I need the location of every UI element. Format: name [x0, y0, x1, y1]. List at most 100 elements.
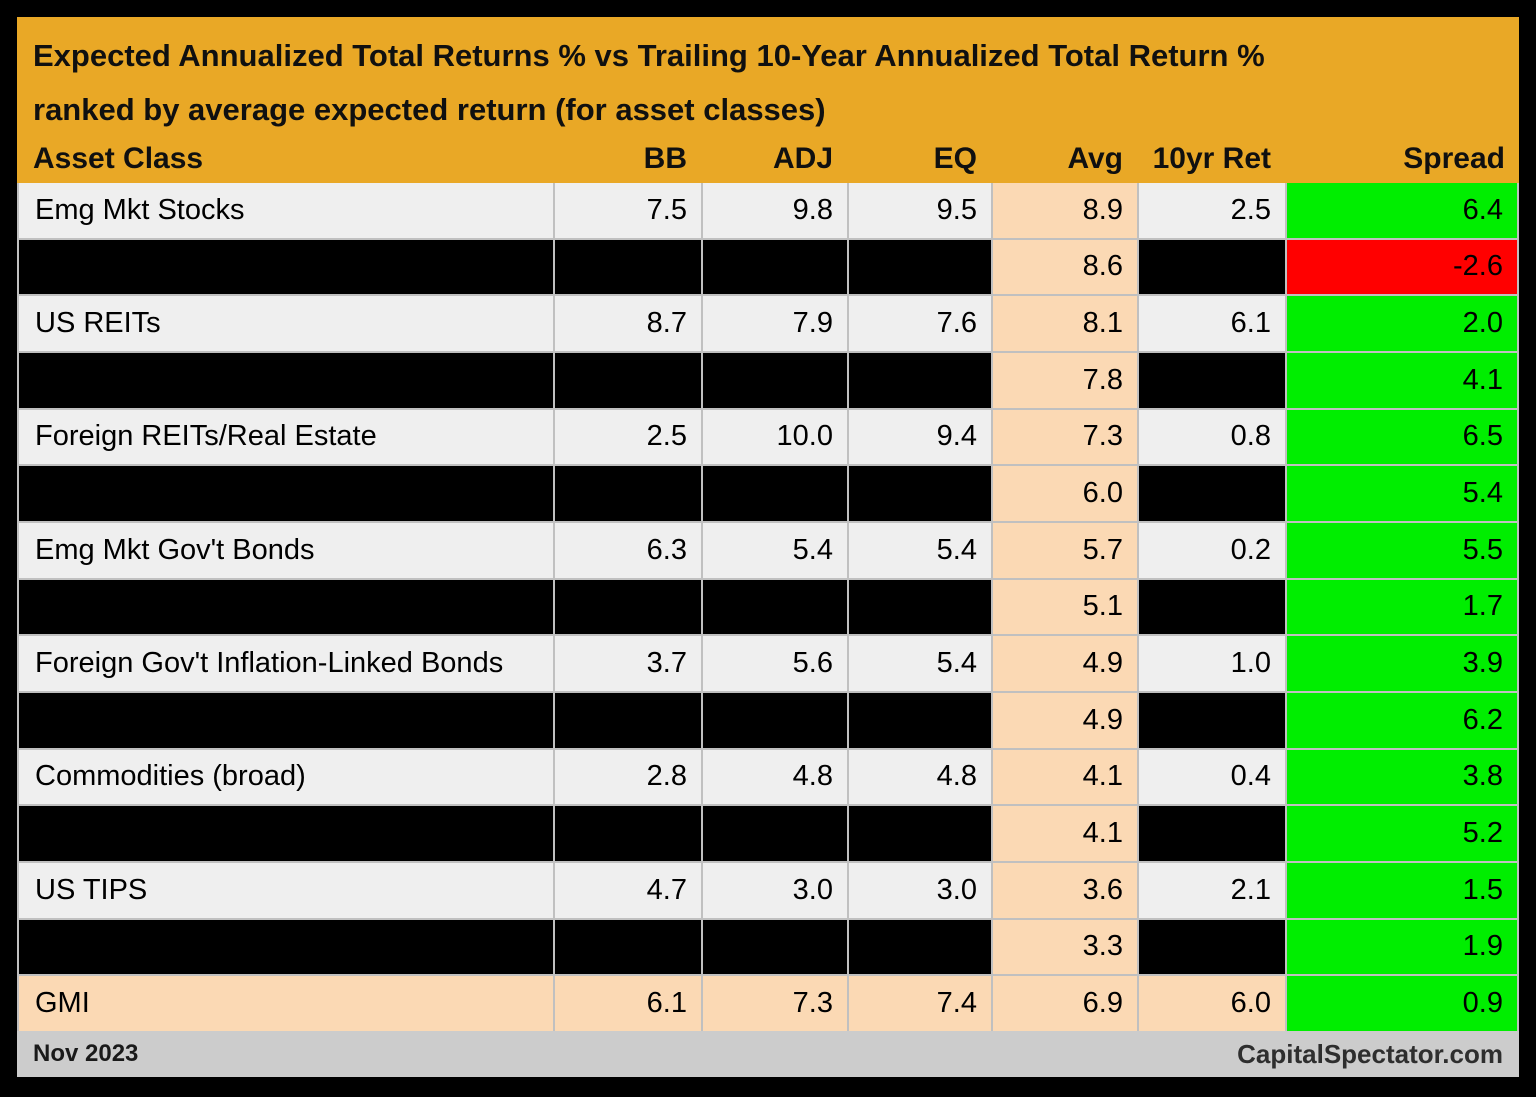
table-row: US REITs 8.7 7.9 7.6 8.1 6.1 2.0	[19, 296, 1517, 351]
table-row: Foreign REITs/Real Estate 2.5 10.0 9.4 7…	[19, 409, 1517, 465]
cell-bb	[555, 239, 701, 295]
cell-adj: 10.0	[703, 409, 847, 465]
cell-eq: 5.4	[849, 523, 991, 578]
cell-eq	[849, 919, 991, 975]
cell-bb	[555, 693, 701, 748]
chart-title: Expected Annualized Total Returns % vs T…	[33, 38, 1265, 73]
cell-eq: 7.6	[849, 296, 991, 351]
cell-adj: 4.8	[703, 749, 847, 805]
cell-bb: 6.3	[555, 523, 701, 578]
cell-eq	[849, 466, 991, 521]
cell-asset-class	[19, 239, 553, 295]
cell-asset-class	[19, 353, 553, 408]
cell-adj	[703, 353, 847, 408]
cell-bb	[555, 806, 701, 861]
cell-10yr-ret: 1.0	[1139, 636, 1285, 691]
table-row: 4.1 5.2	[19, 806, 1517, 861]
cell-spread: 3.8	[1287, 749, 1517, 805]
cell-avg: 3.6	[993, 863, 1137, 918]
cell-10yr-ret: 2.1	[1139, 863, 1285, 918]
cell-bb: 2.8	[555, 749, 701, 805]
table-row: Emg Mkt Gov't Bonds 6.3 5.4 5.4 5.7 0.2 …	[19, 523, 1517, 578]
cell-bb	[555, 466, 701, 521]
cell-eq: 4.8	[849, 749, 991, 805]
cell-adj	[703, 806, 847, 861]
cell-avg: 8.9	[993, 183, 1137, 238]
column-header-adj: ADJ	[772, 142, 833, 175]
table-row: 6.0 5.4	[19, 466, 1517, 521]
cell-adj	[703, 579, 847, 635]
cell-avg: 8.6	[993, 239, 1137, 295]
cell-bb: 8.7	[555, 296, 701, 351]
cell-spread: 1.5	[1287, 863, 1517, 918]
table-row: Emg Mkt Stocks 7.5 9.8 9.5 8.9 2.5 6.4	[19, 183, 1517, 238]
cell-eq: 9.5	[849, 183, 991, 238]
cell-avg: 7.8	[993, 353, 1137, 408]
cell-10yr-ret	[1139, 579, 1285, 635]
cell-adj: 7.9	[703, 296, 847, 351]
cell-bb: 2.5	[555, 409, 701, 465]
cell-spread: 1.9	[1287, 919, 1517, 975]
cell-adj	[703, 466, 847, 521]
cell-eq	[849, 693, 991, 748]
cell-10yr-ret	[1139, 239, 1285, 295]
cell-avg: 6.9	[993, 976, 1137, 1031]
cell-eq	[849, 579, 991, 635]
cell-10yr-ret: 2.5	[1139, 183, 1285, 238]
column-header-asset-class: Asset Class	[33, 142, 204, 175]
cell-avg: 4.1	[993, 749, 1137, 805]
column-header-bb: BB	[643, 142, 687, 175]
cell-10yr-ret	[1139, 693, 1285, 748]
cell-adj: 9.8	[703, 183, 847, 238]
cell-10yr-ret: 0.2	[1139, 523, 1285, 578]
cell-10yr-ret: 0.8	[1139, 409, 1285, 465]
table-header: Expected Annualized Total Returns % vs T…	[17, 17, 1519, 183]
table-content: Expected Annualized Total Returns % vs T…	[17, 17, 1519, 1077]
cell-10yr-ret	[1139, 353, 1285, 408]
table-row: GMI 6.1 7.3 7.4 6.9 6.0 0.9	[19, 976, 1517, 1031]
cell-eq: 5.4	[849, 636, 991, 691]
table-row: 5.1 1.7	[19, 579, 1517, 635]
cell-10yr-ret: 0.4	[1139, 749, 1285, 805]
cell-spread: 6.4	[1287, 183, 1517, 238]
cell-asset-class: GMI	[19, 976, 553, 1031]
cell-bb: 3.7	[555, 636, 701, 691]
cell-avg: 4.9	[993, 636, 1137, 691]
cell-asset-class	[19, 693, 553, 748]
cell-10yr-ret: 6.1	[1139, 296, 1285, 351]
table-row: Commodities (broad) 2.8 4.8 4.8 4.1 0.4 …	[19, 749, 1517, 805]
cell-spread: 3.9	[1287, 636, 1517, 691]
cell-avg: 3.3	[993, 919, 1137, 975]
cell-eq: 9.4	[849, 409, 991, 465]
cell-avg: 8.1	[993, 296, 1137, 351]
cell-bb	[555, 919, 701, 975]
cell-adj	[703, 919, 847, 975]
cell-10yr-ret: 6.0	[1139, 976, 1285, 1031]
cell-bb: 7.5	[555, 183, 701, 238]
cell-eq	[849, 239, 991, 295]
cell-adj: 5.6	[703, 636, 847, 691]
cell-spread: 1.7	[1287, 579, 1517, 635]
cell-10yr-ret	[1139, 466, 1285, 521]
cell-asset-class: Foreign Gov't Inflation-Linked Bonds	[19, 636, 553, 691]
cell-spread: 0.9	[1287, 976, 1517, 1031]
cell-asset-class: Commodities (broad)	[19, 749, 553, 805]
cell-asset-class	[19, 806, 553, 861]
cell-avg: 5.1	[993, 579, 1137, 635]
cell-spread: 4.1	[1287, 353, 1517, 408]
column-header-spread: Spread	[1403, 142, 1505, 175]
cell-eq	[849, 353, 991, 408]
table-footer: Nov 2023 CapitalSpectator.com	[17, 1031, 1519, 1077]
table-row: 7.8 4.1	[19, 353, 1517, 408]
footer-source: CapitalSpectator.com	[1237, 1038, 1503, 1069]
cell-bb: 6.1	[555, 976, 701, 1031]
cell-adj: 5.4	[703, 523, 847, 578]
cell-10yr-ret	[1139, 919, 1285, 975]
column-header-avg: Avg	[1067, 142, 1123, 175]
cell-adj	[703, 693, 847, 748]
cell-spread: 5.2	[1287, 806, 1517, 861]
table-body: Emg Mkt Stocks 7.5 9.8 9.5 8.9 2.5 6.4 8…	[17, 183, 1519, 1031]
cell-avg: 5.7	[993, 523, 1137, 578]
chart-subtitle: ranked by average expected return (for a…	[33, 92, 826, 127]
